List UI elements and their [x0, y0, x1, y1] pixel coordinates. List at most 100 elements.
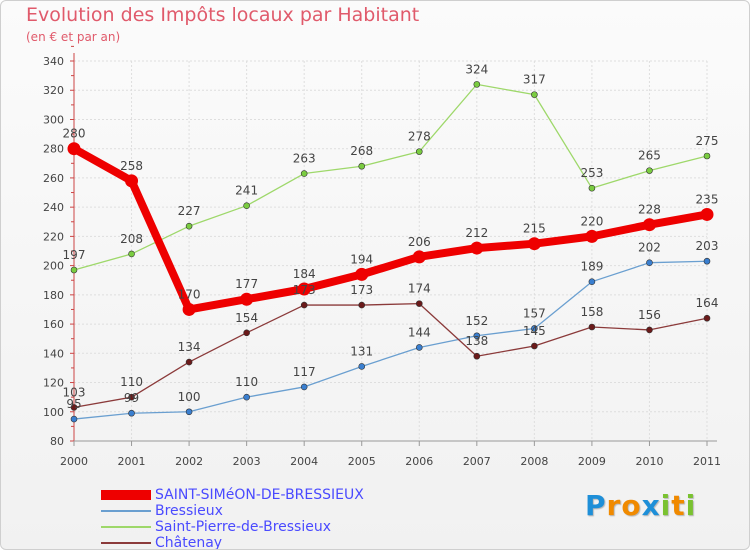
- series-line: [72, 145, 708, 314]
- legend-item-saint-pierre: Saint-Pierre-de-Bressieux: [101, 519, 364, 535]
- x-tick-label: 2003: [233, 455, 261, 468]
- data-point: [185, 222, 193, 230]
- data-point: [527, 237, 541, 251]
- data-label: 184: [293, 267, 316, 281]
- data-label: 278: [408, 130, 431, 144]
- data-label: 144: [408, 325, 431, 339]
- x-tick-label: 2009: [578, 455, 606, 468]
- data-point: [588, 323, 596, 331]
- data-label: 194: [350, 252, 373, 266]
- data-label: 173: [350, 283, 373, 297]
- data-point: [128, 393, 135, 401]
- data-point: [531, 91, 538, 98]
- legend-swatch-saint-pierre: [101, 526, 151, 528]
- data-label: 197: [63, 248, 86, 262]
- data-label: 253: [580, 166, 603, 180]
- x-tick-label: 2002: [175, 455, 203, 468]
- data-point: [243, 329, 250, 337]
- series-line: [73, 302, 708, 409]
- legend-label-chatenay: Châtenay: [155, 535, 223, 550]
- y-tick-label: 260: [43, 172, 64, 185]
- x-tick-label: 2000: [60, 455, 88, 468]
- data-label: 227: [178, 204, 201, 218]
- data-point: [358, 363, 366, 370]
- legend-label-saint-pierre: Saint-Pierre-de-Bressieux: [155, 519, 331, 535]
- data-label: 263: [293, 152, 316, 166]
- data-point: [470, 241, 484, 255]
- data-point: [240, 292, 254, 306]
- data-label: 110: [235, 375, 258, 389]
- legend-item-chatenay: Châtenay: [101, 535, 364, 550]
- legend-item-saint-simeon: SAINT-SIMéON-DE-BRESSIEUX: [101, 487, 364, 503]
- data-point: [300, 170, 308, 177]
- data-point: [473, 332, 481, 340]
- legend-label-saint-simeon: SAINT-SIMéON-DE-BRESSIEUX: [155, 487, 364, 503]
- data-label: 174: [408, 282, 431, 296]
- data-point: [700, 207, 714, 221]
- data-label: 208: [120, 232, 143, 246]
- data-point: [67, 142, 81, 156]
- x-tick-label: 2010: [635, 455, 663, 468]
- y-tick-label: 220: [43, 230, 64, 243]
- data-label: 131: [350, 344, 373, 358]
- data-label: 134: [178, 340, 201, 354]
- logo-letter: x: [641, 489, 661, 522]
- y-tick-label: 200: [43, 260, 64, 273]
- data-label: 99: [124, 391, 139, 405]
- y-tick-label: 340: [43, 55, 64, 68]
- data-point: [243, 202, 250, 209]
- data-point: [703, 257, 711, 265]
- x-tick-label: 2011: [693, 455, 721, 468]
- data-label: 110: [120, 375, 143, 389]
- chart-subtitle: (en € et par an): [26, 30, 121, 44]
- data-label: 156: [638, 308, 661, 322]
- data-point: [300, 301, 308, 309]
- data-label: 154: [235, 311, 258, 325]
- data-label: 138: [465, 334, 488, 348]
- y-tick-label: 140: [43, 347, 64, 360]
- x-tick-label: 2007: [463, 455, 491, 468]
- data-label: 170: [178, 287, 201, 301]
- data-point: [646, 259, 653, 266]
- data-label: 265: [638, 149, 661, 163]
- data-point: [70, 266, 78, 274]
- x-tick-label: 2001: [118, 455, 146, 468]
- data-label: 158: [580, 305, 603, 319]
- proxiti-logo: Proxiti: [585, 489, 696, 522]
- logo-letter: i: [685, 489, 697, 522]
- x-tick-label: 2008: [520, 455, 548, 468]
- data-label: 275: [696, 134, 719, 148]
- data-point: [588, 278, 596, 285]
- data-point: [412, 250, 426, 264]
- data-point: [646, 167, 653, 174]
- data-label: 117: [293, 365, 316, 379]
- data-point: [243, 393, 250, 401]
- data-point: [703, 314, 711, 322]
- data-label: 157: [523, 306, 546, 320]
- data-label: 145: [523, 324, 546, 338]
- data-point: [300, 383, 308, 391]
- data-point: [185, 358, 193, 366]
- data-label: 258: [120, 159, 143, 173]
- data-point: [70, 404, 78, 411]
- data-point: [128, 250, 135, 258]
- data-point: [415, 300, 423, 307]
- data-label: 202: [638, 241, 661, 255]
- x-tick-label: 2005: [348, 455, 376, 468]
- data-point: [125, 174, 139, 188]
- logo-letter: r: [606, 489, 622, 522]
- y-tick-label: 80: [50, 435, 64, 448]
- legend: SAINT-SIMéON-DE-BRESSIEUX Bressieux Sain…: [101, 487, 364, 550]
- x-tick-label: 2004: [290, 455, 318, 468]
- data-label: 164: [696, 296, 719, 310]
- data-label: 206: [408, 235, 431, 249]
- series-line: [73, 83, 708, 271]
- data-point: [585, 229, 599, 243]
- data-point: [415, 148, 423, 155]
- legend-swatch-chatenay: [101, 542, 151, 544]
- y-tick-label: 160: [43, 318, 64, 331]
- data-point: [128, 409, 135, 417]
- data-label: 235: [696, 192, 719, 206]
- data-point: [358, 162, 366, 170]
